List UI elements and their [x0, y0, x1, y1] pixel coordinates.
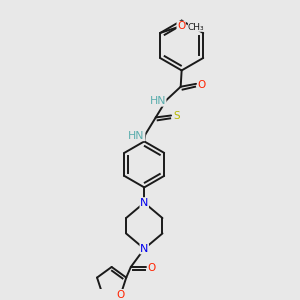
Text: S: S	[173, 111, 180, 122]
Text: O: O	[177, 21, 185, 31]
Text: O: O	[198, 80, 206, 90]
Text: O: O	[116, 290, 125, 300]
Text: CH₃: CH₃	[188, 23, 205, 32]
Text: HN: HN	[149, 96, 166, 106]
Text: N: N	[140, 198, 148, 208]
Text: N: N	[140, 244, 148, 254]
Text: O: O	[148, 263, 156, 273]
Text: HN: HN	[128, 130, 145, 141]
